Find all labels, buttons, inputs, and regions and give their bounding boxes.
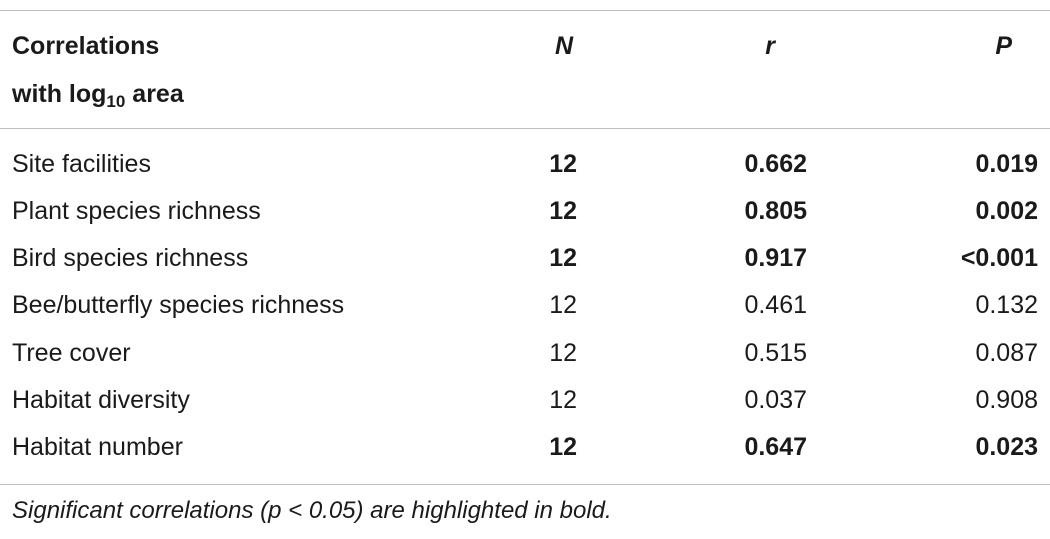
- row-r-value: 0.805: [744, 197, 807, 225]
- row-label: Plant species richness: [12, 197, 261, 225]
- table-row: Bee/butterfly species richness 12 0.461 0.1…: [0, 282, 1050, 329]
- row-label: Tree cover: [12, 339, 131, 367]
- table-row: Plant species richness 12 0.805 0.002: [0, 188, 1050, 235]
- header-r: r: [765, 32, 775, 60]
- row-r-value: 0.461: [744, 291, 807, 319]
- table-bottom-rule: [0, 484, 1050, 485]
- row-n-value: 12: [549, 433, 577, 461]
- header-p: P: [995, 32, 1012, 60]
- header-n: N: [554, 32, 573, 60]
- table-top-rule: [0, 10, 1050, 11]
- row-p-value: 0.002: [975, 197, 1038, 225]
- row-n-value: 12: [549, 244, 577, 272]
- row-p-value: 0.908: [975, 386, 1038, 414]
- row-p-value: 0.087: [975, 339, 1038, 367]
- header-label-line2: with log10 area: [12, 79, 184, 111]
- table-row: Site facilities 12 0.662 0.019: [0, 141, 1050, 188]
- table-row: Tree cover 12 0.515 0.087: [0, 330, 1050, 377]
- row-r-value: 0.647: [744, 433, 807, 461]
- row-r-value: 0.515: [744, 339, 807, 367]
- row-label: Bird species richness: [12, 244, 249, 272]
- header-label-line2-suffix: area: [125, 80, 184, 108]
- row-label: Habitat number: [12, 433, 183, 461]
- table-row: Bird species richness 12 0.917 <0.001: [0, 235, 1050, 282]
- row-p-value: 0.019: [975, 150, 1038, 178]
- row-p-value: 0.023: [975, 433, 1038, 461]
- header-label-line1: Correlations: [12, 32, 160, 60]
- row-r-value: 0.917: [744, 244, 807, 272]
- header-bottom-rule: [0, 128, 1050, 129]
- row-label: Site facilities: [12, 150, 151, 178]
- row-n-value: 12: [549, 386, 577, 414]
- table-footnote: Significant correlations (p < 0.05) are …: [12, 497, 612, 524]
- table-row: Habitat number 12 0.647 0.023: [0, 424, 1050, 471]
- row-p-value: <0.001: [960, 244, 1038, 272]
- row-n-value: 12: [549, 150, 577, 178]
- row-label: Habitat diversity: [12, 386, 190, 414]
- row-label: Bee/butterfly species richness: [12, 291, 345, 319]
- row-r-value: 0.037: [744, 386, 807, 414]
- header-label-line2-prefix: with log: [12, 80, 107, 108]
- row-n-value: 12: [549, 291, 577, 319]
- row-r-value: 0.662: [744, 150, 807, 178]
- row-n-value: 12: [549, 339, 577, 367]
- row-p-value: 0.132: [975, 291, 1038, 319]
- header-label-line2-subscript: 10: [106, 92, 126, 111]
- row-n-value: 12: [549, 197, 577, 225]
- table-row: Habitat diversity 12 0.037 0.908: [0, 377, 1050, 424]
